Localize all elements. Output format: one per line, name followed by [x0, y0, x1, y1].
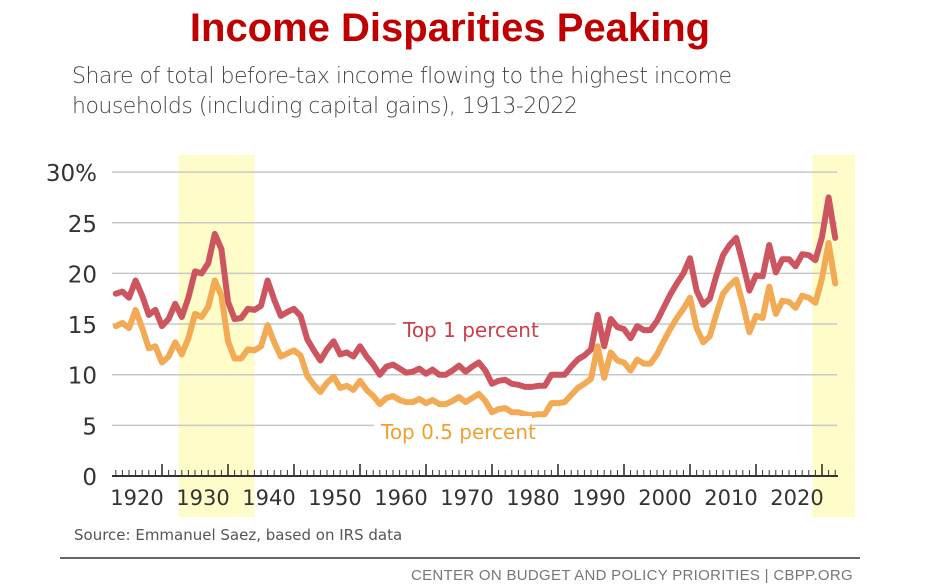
series-label-top1: Top 1 percent: [402, 318, 539, 342]
x-tick-label: 1960: [374, 486, 427, 510]
chart-title: Income Disparities Peaking: [189, 6, 711, 50]
series-line-top1: [112, 194, 839, 390]
footer-credit: CENTER ON BUDGET AND POLICY PRIORITIES |…: [410, 567, 853, 584]
y-tick-label: 15: [68, 313, 97, 339]
y-tick-label: 5: [82, 414, 97, 440]
y-tick-label: 20: [68, 262, 97, 288]
x-tick-label: 1940: [242, 486, 295, 510]
chart-subtitle: Share of total before-tax income flowing…: [72, 64, 732, 119]
x-tick-label: 1970: [440, 486, 493, 510]
x-tick-label: 2010: [704, 486, 757, 510]
y-tick-label: 0: [82, 465, 97, 491]
x-tick-label: 1950: [308, 486, 361, 510]
y-tick-label: 25: [68, 212, 97, 238]
x-tick-label: 1990: [572, 486, 625, 510]
highlight-band: [812, 155, 855, 517]
series-label-top05: Top 0.5 percent: [380, 420, 536, 444]
x-tick-label: 1980: [506, 486, 559, 510]
label-bg: [374, 416, 532, 446]
x-tick-label: 1930: [176, 486, 229, 510]
footer-divider: [60, 557, 860, 559]
x-tick-label: 1920: [110, 486, 163, 510]
x-tick-label: 2020: [770, 486, 823, 510]
y-tick-label: 30%: [46, 161, 97, 187]
x-tick-label: 2000: [638, 486, 691, 510]
source-note: Source: Emmanuel Saez, based on IRS data: [74, 526, 403, 544]
label-bg: [396, 314, 532, 344]
series-line-top05: [112, 240, 839, 419]
y-tick-label: 10: [68, 364, 97, 390]
